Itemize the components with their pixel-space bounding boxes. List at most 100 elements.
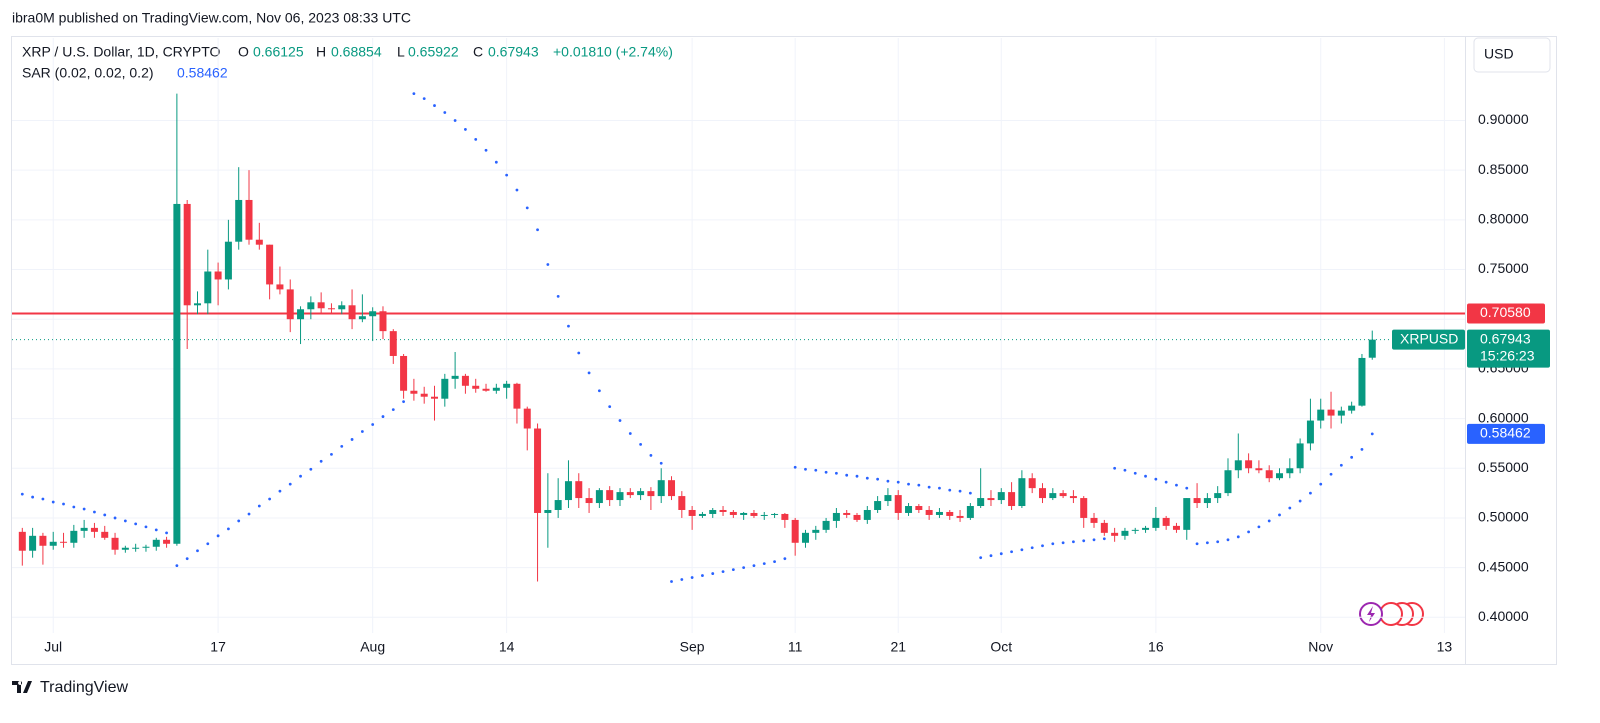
sar-dot bbox=[1164, 480, 1168, 484]
candle-body bbox=[276, 284, 284, 290]
countdown: 15:26:23 bbox=[1480, 347, 1535, 363]
symbol-label-box bbox=[1392, 329, 1465, 350]
sar-dot bbox=[1278, 513, 1281, 517]
sar-dot bbox=[51, 500, 55, 504]
candle-body bbox=[1080, 498, 1088, 518]
sar-dot bbox=[958, 489, 962, 493]
candle-body bbox=[812, 529, 820, 533]
candle-body bbox=[193, 303, 201, 306]
level-label-box bbox=[1467, 303, 1545, 324]
candle-body bbox=[1100, 522, 1108, 533]
sar-dot bbox=[1072, 540, 1075, 544]
sar-dot bbox=[1216, 540, 1220, 544]
candle-body bbox=[142, 546, 150, 548]
sar-dot bbox=[1041, 544, 1044, 548]
sar-dot bbox=[577, 351, 581, 355]
candle-body bbox=[379, 311, 387, 332]
candle-body bbox=[297, 309, 305, 320]
sar-dot bbox=[330, 452, 333, 456]
sar-dot bbox=[1360, 447, 1364, 451]
y-tick-label: 0.90000 bbox=[1478, 111, 1529, 127]
candle-body bbox=[1028, 478, 1036, 489]
sar-dot bbox=[484, 148, 488, 152]
sar-dot bbox=[618, 419, 622, 422]
sar-dot bbox=[1185, 486, 1189, 490]
candle-body bbox=[678, 496, 686, 510]
sar-dot bbox=[587, 371, 591, 375]
x-tick-label: 13 bbox=[1437, 639, 1453, 655]
sar-dot bbox=[474, 137, 478, 141]
y-tick-label: 0.55000 bbox=[1478, 459, 1529, 475]
sar-dot bbox=[824, 470, 828, 474]
sar-dot bbox=[773, 560, 776, 564]
candle-body bbox=[1038, 488, 1046, 499]
y-tick-label: 0.45000 bbox=[1478, 558, 1529, 574]
candle-body bbox=[1265, 470, 1273, 479]
sar-dot bbox=[999, 552, 1003, 556]
sar-dot bbox=[62, 502, 65, 506]
candle-body bbox=[863, 509, 871, 520]
ohlc-label: H bbox=[316, 44, 326, 60]
candle-body bbox=[977, 498, 985, 507]
sar-dot bbox=[639, 443, 643, 446]
candle-body bbox=[791, 519, 799, 543]
sar-dot bbox=[1350, 455, 1354, 459]
y-tick-label: 0.85000 bbox=[1478, 161, 1529, 177]
ohlc-value: 0.67943 bbox=[488, 44, 539, 60]
sar-dot bbox=[216, 534, 220, 538]
x-tick-label: 11 bbox=[788, 639, 803, 655]
candle-body bbox=[1368, 339, 1376, 358]
currency-button[interactable] bbox=[1473, 37, 1551, 73]
candle-body bbox=[1059, 493, 1067, 497]
sar-dot bbox=[680, 578, 684, 581]
sar-dots bbox=[20, 92, 1374, 583]
sar-dot bbox=[1154, 477, 1158, 481]
sar-dot bbox=[402, 400, 405, 404]
candle-body bbox=[853, 514, 861, 520]
sar-dot bbox=[72, 505, 76, 509]
x-tick-label: 21 bbox=[890, 639, 906, 655]
candle-body bbox=[1131, 529, 1139, 531]
sar-dot bbox=[505, 173, 509, 177]
candle-body bbox=[894, 495, 902, 513]
level-label: 0.70580 bbox=[1480, 304, 1531, 320]
y-tick-label: 0.60000 bbox=[1478, 409, 1529, 425]
candle-body bbox=[400, 355, 408, 391]
candle-body bbox=[595, 490, 603, 504]
sar-dot bbox=[938, 486, 941, 490]
candle-body bbox=[1286, 468, 1294, 474]
candle-body bbox=[750, 512, 758, 516]
ohlc-value: 0.65922 bbox=[408, 44, 459, 60]
sar-dot bbox=[82, 507, 86, 511]
sar-dot bbox=[670, 580, 673, 583]
candle-body bbox=[286, 289, 294, 320]
sar-dot bbox=[855, 474, 859, 478]
candle-body bbox=[729, 511, 737, 515]
symbol-label: XRPUSD bbox=[1400, 330, 1458, 346]
candle-body bbox=[946, 511, 954, 516]
event-icon[interactable] bbox=[1379, 602, 1403, 626]
sar-dot bbox=[1030, 546, 1034, 550]
candle-body bbox=[1152, 517, 1160, 528]
sar-dot bbox=[1092, 538, 1096, 542]
candle-body bbox=[420, 393, 428, 397]
candle-body bbox=[1049, 493, 1057, 499]
footer-text: TradingView bbox=[40, 679, 128, 696]
candle-body bbox=[121, 547, 129, 550]
sar-dot bbox=[1339, 463, 1343, 467]
candle-body bbox=[132, 547, 140, 549]
candle-body bbox=[327, 308, 335, 310]
candle-body bbox=[771, 513, 779, 515]
sar-dot bbox=[979, 556, 983, 560]
price-label-box bbox=[1467, 329, 1550, 368]
y-tick-label: 0.40000 bbox=[1478, 608, 1529, 624]
candle-body bbox=[544, 509, 552, 513]
sar-dot bbox=[227, 527, 230, 531]
candle-body bbox=[719, 509, 727, 512]
sar-dot bbox=[1195, 542, 1199, 546]
sar-dot bbox=[1020, 548, 1024, 552]
sar-dot bbox=[371, 423, 375, 426]
currency[interactable]: USD bbox=[1484, 46, 1514, 62]
sar-dot bbox=[31, 495, 35, 499]
